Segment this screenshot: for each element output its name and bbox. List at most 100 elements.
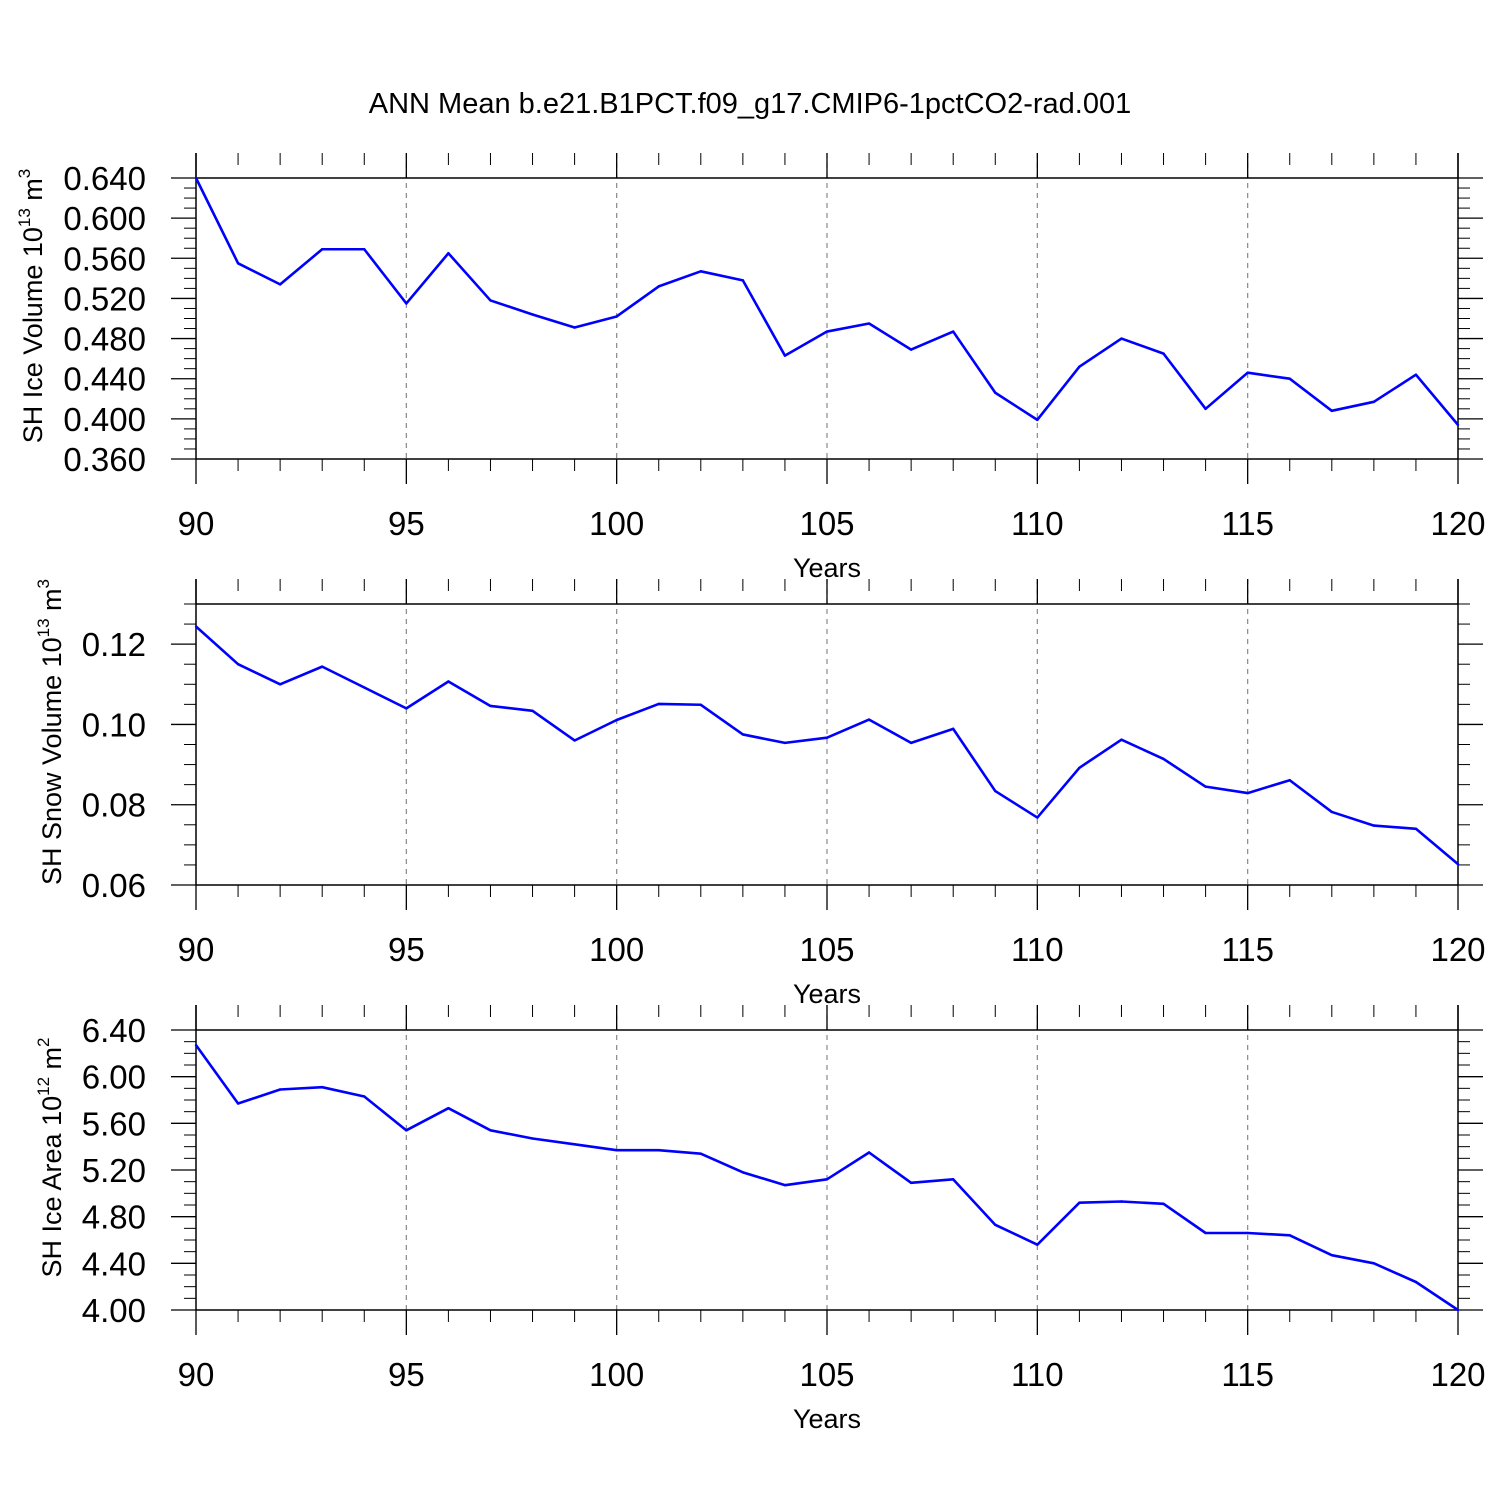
x-tick-label: 115 [1221,1356,1274,1393]
data-point [741,733,745,736]
data-point [867,1151,871,1154]
x-tick-label: 95 [388,505,425,542]
data-point [1162,352,1165,355]
data-point [1414,1280,1418,1284]
data-point [194,625,198,628]
data-point [1246,791,1249,795]
data-point [1120,738,1123,741]
data-point [952,330,955,333]
data-point [321,248,324,251]
data-point [1036,1243,1039,1246]
data-point [825,1178,829,1181]
data-point [1036,418,1039,422]
y-tick-label: 6.40 [82,1012,146,1049]
data-point [615,1148,618,1152]
y-tick-label: 0.440 [63,361,146,398]
y-tick-label: 0.400 [63,401,146,438]
data-point [278,283,282,286]
data-point [194,176,198,180]
data-point [994,789,997,793]
data-point [909,1181,913,1185]
data-point [447,680,450,683]
x-tick-label: 105 [799,931,854,968]
data-point [1246,371,1249,374]
y-tick-label: 5.20 [82,1152,146,1189]
data-point [783,354,787,357]
data-point [1288,377,1291,380]
panel-3: 90 95 100 105 110 115 120 4.00 4.40 4.80 5.20 5.60 6… [34,1005,1486,1434]
data-point [1330,409,1334,413]
data-point [1120,337,1123,340]
data-point [573,739,576,742]
data-point [1078,365,1081,368]
data-point [1456,1308,1460,1312]
x-tick-label: 95 [388,931,425,968]
data-point [489,299,492,302]
data-point [1414,827,1418,830]
data-point [1288,779,1291,782]
y-tick-label: 0.08 [82,787,146,824]
data-point [1288,1234,1291,1237]
data-point [1204,1231,1207,1235]
x-tick-label: 115 [1221,505,1274,542]
y-tick-label: 6.00 [82,1059,146,1096]
data-point [699,1152,702,1155]
data-point [236,1102,240,1105]
data-point [573,326,576,329]
data-point [1120,1200,1123,1203]
x-axis-label: Years [793,979,861,1009]
data-point [1456,862,1460,866]
x-tick-label: 120 [1430,1356,1485,1393]
y-tick-label: 4.80 [82,1199,146,1236]
y-tick-label: 0.560 [63,240,146,277]
y-axis-label: SH Snow Volume 1013 m3 [34,579,67,885]
data-point [1204,407,1207,411]
data-point [867,322,871,325]
y-tick-label: 0.06 [82,867,146,904]
y-tick-label: 0.12 [82,626,146,663]
data-point [1456,423,1460,427]
data-point [405,1129,408,1132]
data-point [363,248,366,251]
data-point [1414,373,1418,376]
y-tick-label: 0.640 [63,160,146,197]
data-point [657,702,660,706]
data-point [741,1171,745,1174]
x-tick-label: 120 [1430,931,1485,968]
data-point [1036,816,1039,819]
data-point [1372,400,1376,403]
data-point [405,302,408,305]
data-point [321,665,324,668]
data-point [321,1085,324,1089]
data-point [699,703,702,706]
data-point [741,279,745,282]
x-tick-label: 105 [799,505,854,542]
x-tick-label: 90 [178,1356,215,1393]
data-point [531,709,534,712]
data-point [1330,1253,1334,1257]
data-point [531,1137,534,1140]
y-tick-label: 0.480 [63,321,146,358]
data-point [657,1148,660,1152]
x-axis-label: Years [793,1404,861,1434]
data-point [615,718,618,722]
data-point [236,262,240,265]
data-point [994,391,997,394]
x-tick-label: 120 [1430,505,1485,542]
y-axis-label: SH Ice Volume 1013 m3 [15,169,48,444]
data-point [1330,810,1334,814]
data-point [1162,757,1165,761]
data-point [909,741,913,745]
data-point [489,704,492,708]
data-point [615,315,618,318]
y-axis-label: SH Ice Area 1012 m2 [34,1038,67,1278]
data-point [363,686,366,689]
chart-title: ANN Mean b.e21.B1PCT.f09_g17.CMIP6-1pctC… [368,88,1132,120]
data-point [278,1088,282,1091]
x-tick-label: 90 [178,505,215,542]
y-tick-label: 0.600 [63,200,146,237]
y-tick-label: 4.00 [82,1292,146,1329]
data-point [1204,785,1207,788]
panel-2: 90 95 100 105 110 115 120 0.06 0.08 0.10 0.12 Years… [34,579,1486,1009]
